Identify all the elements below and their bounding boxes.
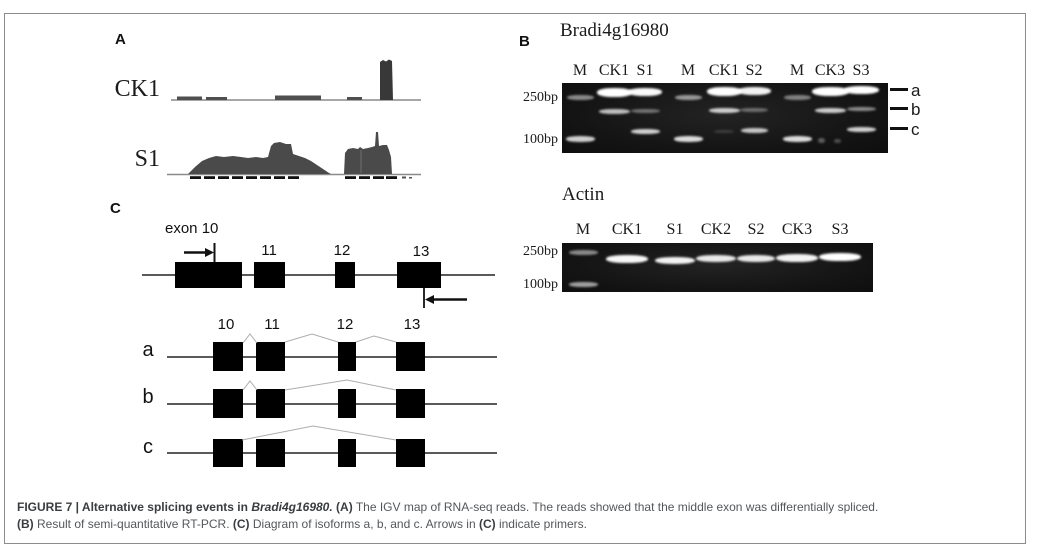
gel-band: [596, 87, 632, 97]
band-b-dash: [890, 107, 908, 110]
band-a-dash: [890, 88, 908, 91]
gel-band: [737, 87, 771, 95]
gel-band: [714, 129, 734, 133]
caption-gene-name: Bradi4g16980.: [251, 500, 333, 514]
gene-model: [142, 243, 495, 308]
gel-lane-label: M: [680, 62, 696, 79]
gene-model-dashes: [190, 176, 412, 179]
gel-band: [819, 253, 861, 261]
gel-lane-label: CK1: [598, 62, 630, 79]
band-c-label: c: [911, 120, 920, 139]
gel-band: [673, 136, 703, 142]
gel-lane-label: M: [572, 62, 588, 79]
forward-primer-arrow: [184, 243, 216, 262]
igv-track-s1: [167, 132, 421, 179]
gel-band: [843, 86, 879, 94]
gel-lane-label: CK1: [611, 221, 643, 238]
panel-c-letter: C: [110, 200, 121, 217]
gel-band: [674, 94, 702, 100]
gel-lane-label: CK3: [781, 221, 813, 238]
gel-band: [846, 126, 876, 132]
figure-frame: [4, 13, 1026, 544]
isoform-name-label: c: [143, 436, 153, 458]
gene-exon-number: 11: [261, 242, 277, 259]
exon-10-annotation: exon 10: [165, 220, 219, 237]
isoform-exon-number: 11: [264, 316, 280, 333]
gel-band: [846, 107, 876, 111]
gel-band: [776, 254, 818, 262]
gel-lane-label: M: [789, 62, 805, 79]
gel-lane-label: M: [575, 221, 591, 238]
isoform-b-diagram: [167, 379, 497, 418]
gel-lane-label: S2: [745, 62, 763, 79]
marker-250bp-gel1: 250bp: [523, 90, 558, 105]
gel-band: [628, 88, 662, 96]
panel-b-letter: B: [519, 33, 530, 50]
caption-line-1: FIGURE 7 | Alternative splicing events i…: [17, 500, 879, 514]
gel-band: [782, 136, 812, 142]
gel-lane-label: CK1: [708, 62, 740, 79]
igv-track-label-s1: S1: [134, 146, 160, 172]
gel-band: [568, 249, 598, 255]
gel-band: [566, 94, 594, 100]
gel-band: [833, 139, 841, 143]
gel-lane-label: S3: [852, 62, 870, 79]
isoform-exon-number: 13: [403, 316, 421, 333]
gene-exon-number: 13: [412, 243, 430, 260]
gel-lane-label: CK3: [814, 62, 846, 79]
gel-band: [598, 108, 630, 114]
caption-line-2: (B) Result of semi-quantitative RT-PCR. …: [17, 516, 587, 531]
actin-title: Actin: [562, 184, 605, 205]
marker-100bp-gel1: 100bp: [523, 132, 558, 147]
gel-band: [814, 107, 846, 113]
panel-a-letter: A: [115, 31, 126, 48]
gel-lane-label: S2: [747, 221, 765, 238]
band-b-label: b: [911, 100, 921, 119]
gel-actin: [562, 243, 873, 292]
isoform-name-label: b: [142, 386, 154, 408]
gel-band: [696, 254, 736, 262]
isoform-c-diagram: [167, 425, 497, 467]
gel-band: [737, 254, 775, 262]
gel-lane-label: S3: [831, 221, 849, 238]
marker-250bp-gel2: 250bp: [523, 244, 558, 259]
gel-band: [783, 94, 811, 100]
gel-band: [708, 107, 740, 113]
gene-title: Bradi4g16980: [560, 20, 669, 41]
reverse-primer-arrow: [423, 288, 467, 308]
band-a-label: a: [911, 81, 921, 100]
isoform-name-label: a: [142, 339, 154, 361]
gel-band: [811, 86, 849, 96]
marker-100bp-gel2: 100bp: [523, 277, 558, 292]
igv-track-label-ck1: CK1: [114, 76, 160, 102]
gel-lane-label: S1: [636, 62, 654, 79]
igv-track-ck1: [171, 59, 421, 101]
caption-figure-number: FIGURE 7 | Alternative splicing events i…: [17, 500, 252, 514]
gel-band: [655, 256, 695, 264]
gel-lane-label: S1: [666, 221, 684, 238]
figure-caption: FIGURE 7 | Alternative splicing events i…: [17, 499, 1019, 532]
gel-band: [568, 281, 598, 287]
gel-band: [817, 137, 825, 143]
gel-lane-label: CK2: [700, 221, 732, 238]
gel-band: [606, 255, 648, 263]
band-c-dash: [890, 127, 908, 130]
isoform-a-diagram: [167, 333, 497, 371]
gel-band: [565, 136, 595, 142]
isoform-exon-number: 10: [217, 316, 235, 333]
gel-band: [740, 127, 768, 133]
gel-band: [630, 128, 660, 134]
gel-band: [630, 109, 660, 113]
gene-exon-number: 12: [333, 242, 351, 259]
gel-band: [706, 86, 742, 96]
gel-band: [740, 108, 768, 112]
isoform-exon-number: 12: [336, 316, 354, 333]
